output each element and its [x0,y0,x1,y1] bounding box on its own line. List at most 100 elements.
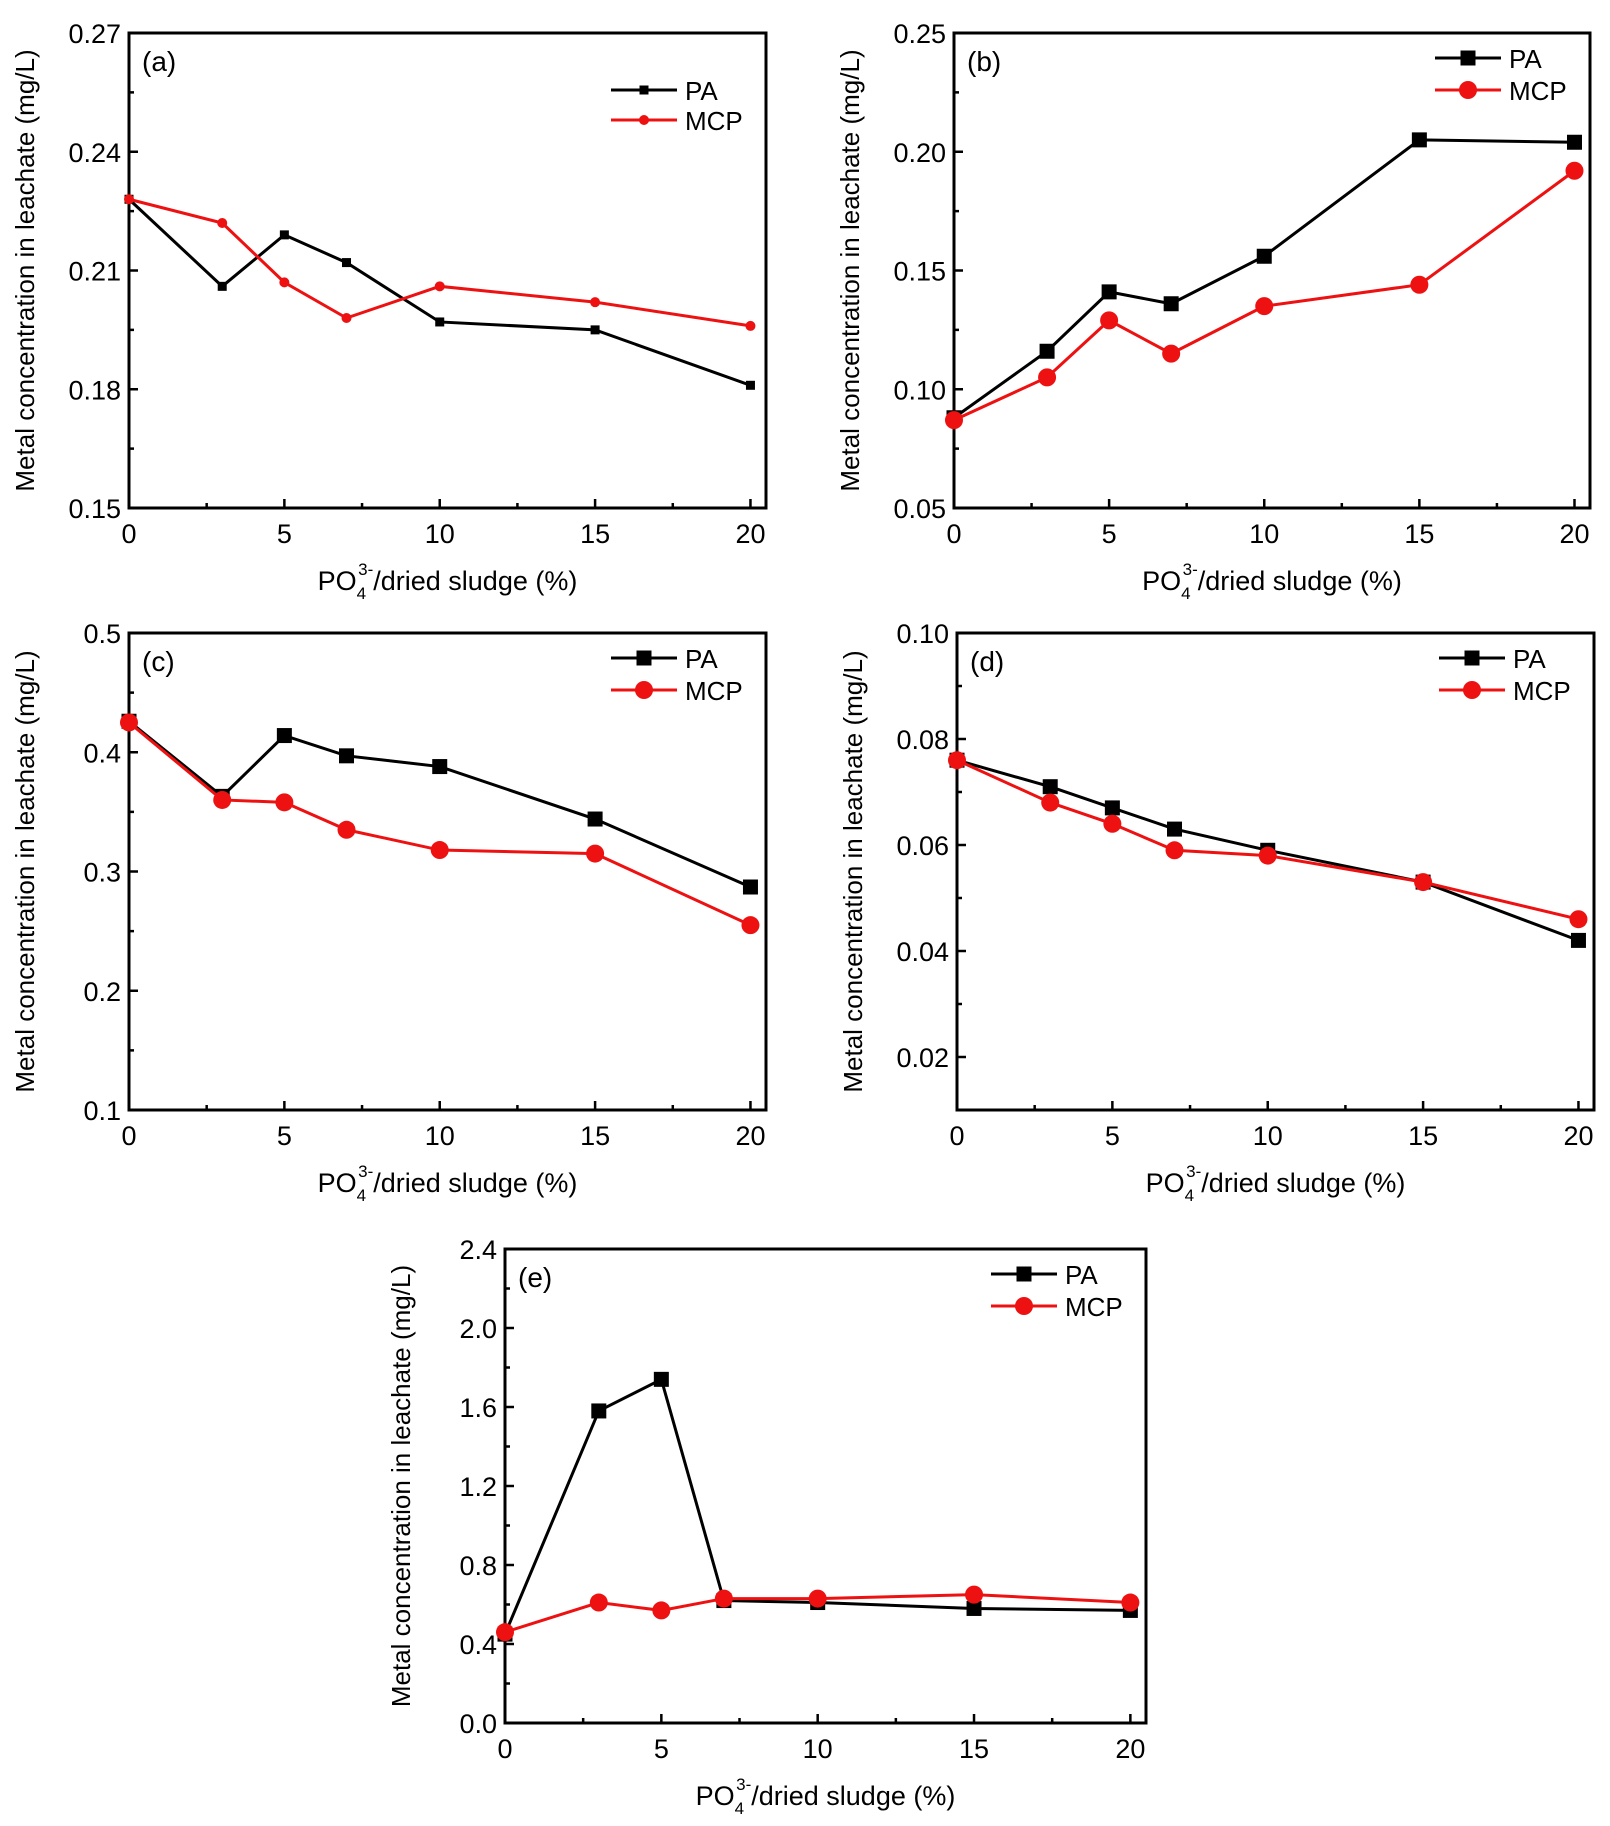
data-point-pa [342,258,352,268]
x-axis-label-base: PO [1146,1168,1185,1198]
legend-label: PA [685,644,718,674]
x-axis-label: PO4 3-/dried sludge (%) [1146,1162,1406,1205]
data-point-pa [276,728,292,744]
legend-item-pa: PA [1435,44,1542,74]
legend-marker-square [1016,1266,1032,1282]
x-axis-label-rest: /dried sludge (%) [373,1168,577,1198]
data-point-pa [591,1403,607,1419]
x-tick-label: 10 [425,1121,455,1151]
x-tick-label: 15 [1408,1121,1438,1151]
x-axis-label-rest: /dried sludge (%) [1201,1168,1405,1198]
series-line-mcp [128,721,752,927]
legend-item-mcp: MCP [1439,676,1571,706]
plot-frame [127,631,768,1112]
y-tick-label: 0.2 [83,977,121,1007]
x-tick-label: 15 [580,519,610,549]
data-point-mcp [120,713,138,732]
legend-label: MCP [685,676,743,706]
data-point-mcp [1162,344,1181,363]
data-point-mcp [341,313,352,323]
x-axis-label-base: PO [1142,566,1181,596]
data-point-mcp [589,1593,608,1612]
x-tick-label: 20 [1563,1121,1593,1151]
legend-label: PA [1065,1260,1098,1290]
data-point-pa [339,748,355,764]
data-point-pa [1042,779,1058,795]
legend-label: MCP [1513,676,1571,706]
legend-label: PA [1513,644,1546,674]
y-tick-label: 0.10 [893,375,946,405]
data-point-mcp [714,1589,733,1608]
data-point-mcp [1121,1593,1140,1612]
data-point-mcp [1258,846,1277,865]
x-axis-label-base: PO [318,1168,357,1198]
legend-item-mcp: MCP [611,106,743,136]
y-tick-label: 0.3 [83,858,121,888]
data-point-pa [1256,248,1272,264]
data-point-mcp [279,277,290,288]
data-point-pa [217,281,227,291]
data-point-mcp [1165,841,1184,860]
y-tick-label: 0.27 [68,19,121,49]
y-axis-label: Metal concentration in leachate (mg/L) [386,1265,416,1707]
x-tick-label: 20 [735,519,765,549]
x-axis-label: PO4 3-/dried sludge (%) [318,1162,578,1205]
x-axis-label-sub: 4 [1185,1186,1194,1205]
data-point-pa [653,1371,669,1387]
data-point-mcp [275,793,294,812]
x-tick-label: 0 [121,519,136,549]
y-tick-label: 0.10 [896,619,949,649]
data-point-pa [745,380,755,390]
data-point-mcp [430,841,449,860]
x-axis-label-sup: 3- [358,1162,373,1181]
data-point-pa [590,325,600,335]
y-tick-label: 0.1 [83,1096,121,1126]
panel-label: (b) [967,46,1001,77]
legend-marker-circle [1459,81,1477,99]
y-axis-label: Metal concentration in leachate (mg/L) [835,49,865,491]
legend-item-mcp: MCP [991,1292,1123,1322]
x-tick-label: 10 [425,519,455,549]
y-axis-label: Metal concentration in leachate (mg/L) [10,650,40,1092]
data-point-mcp [1038,368,1057,387]
y-tick-label: 1.2 [459,1472,497,1502]
y-tick-label: 0.4 [83,738,121,768]
x-tick-label: 5 [654,1734,669,1764]
x-tick-label: 5 [1102,519,1117,549]
y-tick-label: 0.21 [68,257,121,287]
data-point-mcp [652,1601,671,1620]
data-point-pa [1039,343,1055,359]
x-tick-label: 15 [1404,519,1434,549]
x-axis-label: PO4 3-/dried sludge (%) [318,560,578,603]
data-point-pa [432,759,448,775]
legend-marker-square [1460,50,1476,66]
x-axis-label-sub: 4 [735,1799,744,1818]
x-axis-label-rest: /dried sludge (%) [1198,566,1402,596]
legend-label: MCP [685,106,743,136]
x-tick-label: 15 [959,1734,989,1764]
data-point-pa [966,1600,982,1616]
data-point-pa [435,317,445,327]
chart-panel-c: 0.1 0.2 0.3 0.4 0.5 0 5 10 15 20 PO4 3-/dried sludg… [10,619,768,1205]
data-point-mcp [1569,910,1588,929]
panel-label: (e) [518,1262,552,1293]
legend-label: PA [1509,44,1542,74]
panel-label: (c) [142,646,175,677]
x-tick-label: 15 [580,1121,610,1151]
y-tick-label: 0.8 [459,1551,497,1581]
data-point-mcp [590,297,601,308]
plot-frame [955,631,1596,1112]
data-point-mcp [1565,161,1584,180]
x-tick-label: 5 [277,519,292,549]
data-point-mcp [1414,873,1433,892]
data-point-pa [742,879,758,895]
y-tick-label: 1.6 [459,1393,497,1423]
data-point-pa [1566,134,1582,150]
x-axis-label-sub: 4 [357,1186,366,1205]
panel-label: (a) [142,46,176,77]
y-tick-label: 0.4 [459,1630,497,1660]
y-tick-label: 0.06 [896,831,949,861]
y-tick-label: 2.0 [459,1314,497,1344]
data-point-pa [1167,821,1183,837]
